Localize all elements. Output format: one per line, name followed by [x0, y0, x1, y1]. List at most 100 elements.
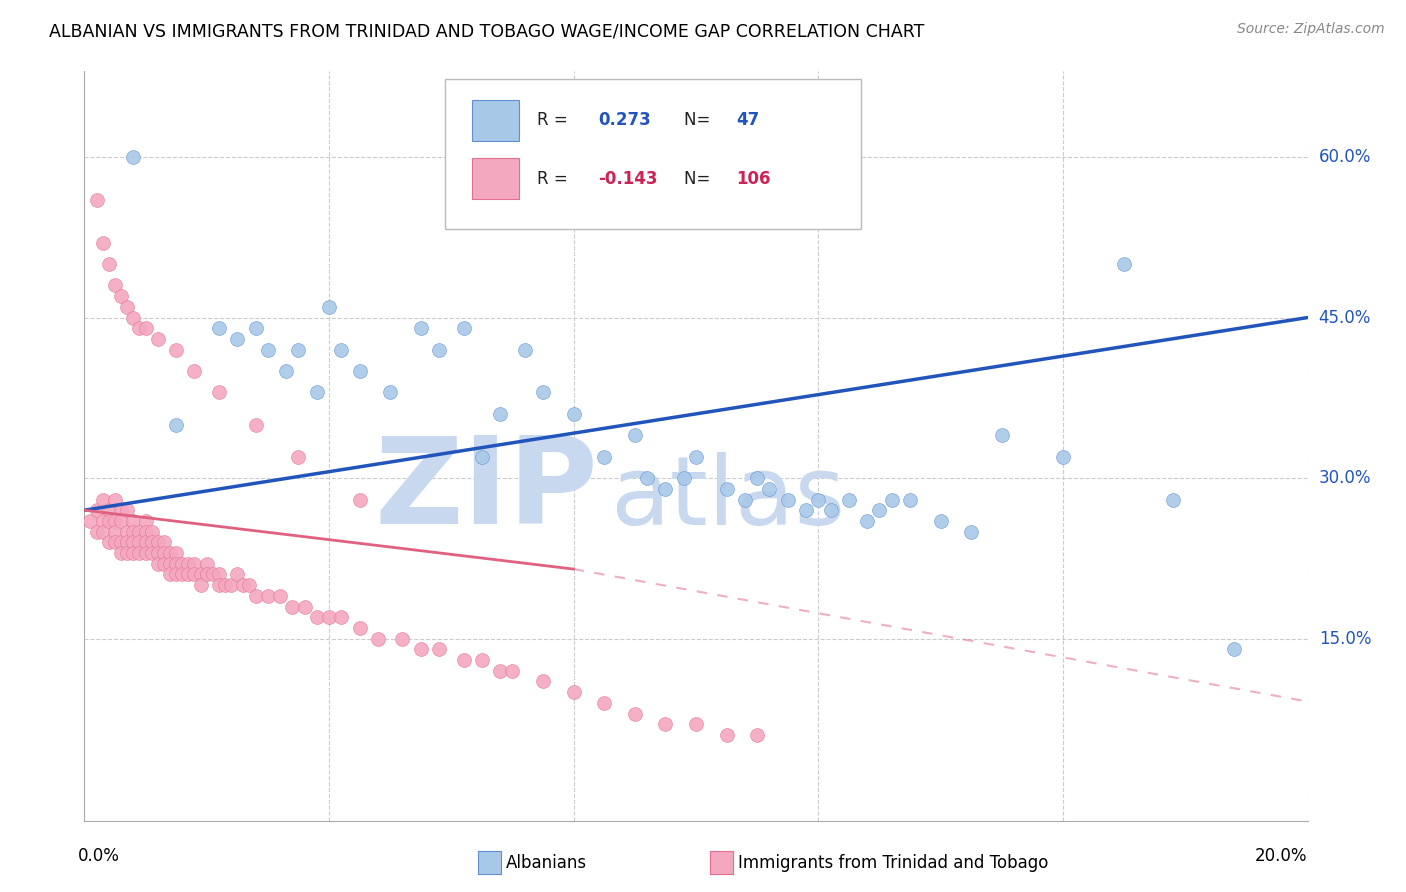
Point	[330, 343, 353, 357]
Point	[159, 567, 181, 582]
Point	[330, 610, 353, 624]
Text: 30.0%: 30.0%	[1319, 469, 1371, 487]
Point	[146, 546, 169, 560]
Point	[115, 503, 138, 517]
Point	[97, 535, 120, 549]
Point	[624, 706, 647, 721]
Point	[269, 589, 291, 603]
Point	[165, 557, 187, 571]
Point	[287, 450, 309, 464]
Bar	[472, 158, 519, 199]
Point	[562, 685, 585, 699]
Point	[245, 417, 267, 432]
Point	[257, 343, 280, 357]
Point	[427, 642, 450, 657]
Point	[593, 450, 616, 464]
Point	[104, 524, 127, 539]
Point	[960, 524, 983, 539]
Point	[122, 150, 145, 164]
Point	[135, 514, 157, 528]
Point	[122, 524, 145, 539]
Point	[165, 343, 187, 357]
Point	[624, 428, 647, 442]
Text: R =: R =	[537, 169, 574, 187]
Point	[86, 193, 108, 207]
Point	[294, 599, 316, 614]
Point	[226, 332, 249, 346]
Point	[159, 557, 181, 571]
Point	[208, 578, 231, 592]
Point	[318, 300, 340, 314]
Point	[838, 492, 860, 507]
Text: 0.0%: 0.0%	[79, 847, 120, 865]
Text: 20.0%: 20.0%	[1256, 847, 1308, 865]
Point	[716, 728, 738, 742]
FancyBboxPatch shape	[446, 78, 860, 228]
Point	[122, 514, 145, 528]
Point	[471, 653, 494, 667]
Point	[593, 696, 616, 710]
Point	[141, 535, 163, 549]
Point	[453, 321, 475, 335]
Point	[869, 503, 891, 517]
Point	[276, 364, 298, 378]
Point	[716, 482, 738, 496]
Point	[159, 546, 181, 560]
Text: ALBANIAN VS IMMIGRANTS FROM TRINIDAD AND TOBAGO WAGE/INCOME GAP CORRELATION CHAR: ALBANIAN VS IMMIGRANTS FROM TRINIDAD AND…	[49, 22, 925, 40]
Text: atlas: atlas	[610, 452, 845, 545]
Point	[489, 407, 512, 421]
Point	[115, 300, 138, 314]
Point	[128, 524, 150, 539]
Point	[453, 653, 475, 667]
Point	[349, 492, 371, 507]
Point	[165, 417, 187, 432]
Point	[489, 664, 512, 678]
Point	[991, 428, 1014, 442]
Text: -0.143: -0.143	[598, 169, 658, 187]
Point	[177, 567, 200, 582]
Point	[208, 321, 231, 335]
Point	[513, 343, 536, 357]
Point	[281, 599, 304, 614]
Point	[305, 385, 328, 400]
Point	[190, 578, 212, 592]
Point	[110, 514, 132, 528]
Text: N=: N=	[683, 112, 716, 129]
Point	[97, 503, 120, 517]
Point	[104, 278, 127, 293]
Point	[208, 567, 231, 582]
Point	[97, 514, 120, 528]
Point	[110, 546, 132, 560]
Point	[135, 524, 157, 539]
Point	[776, 492, 799, 507]
Point	[128, 546, 150, 560]
Point	[110, 535, 132, 549]
Point	[531, 674, 554, 689]
Point	[1052, 450, 1074, 464]
Point	[91, 514, 114, 528]
Point	[110, 289, 132, 303]
Point	[409, 321, 432, 335]
Point	[201, 567, 224, 582]
Point	[177, 557, 200, 571]
Text: Albanians: Albanians	[506, 854, 588, 871]
Point	[380, 385, 402, 400]
Point	[153, 535, 176, 549]
Point	[104, 535, 127, 549]
Point	[856, 514, 879, 528]
Point	[172, 567, 194, 582]
Point	[898, 492, 921, 507]
Point	[165, 567, 187, 582]
Text: Immigrants from Trinidad and Tobago: Immigrants from Trinidad and Tobago	[738, 854, 1049, 871]
Point	[747, 728, 769, 742]
Point	[86, 503, 108, 517]
Point	[141, 524, 163, 539]
Point	[232, 578, 254, 592]
Point	[349, 364, 371, 378]
Point	[122, 535, 145, 549]
Point	[195, 557, 218, 571]
Point	[636, 471, 658, 485]
Point	[135, 535, 157, 549]
Point	[219, 578, 242, 592]
Text: 15.0%: 15.0%	[1319, 630, 1371, 648]
